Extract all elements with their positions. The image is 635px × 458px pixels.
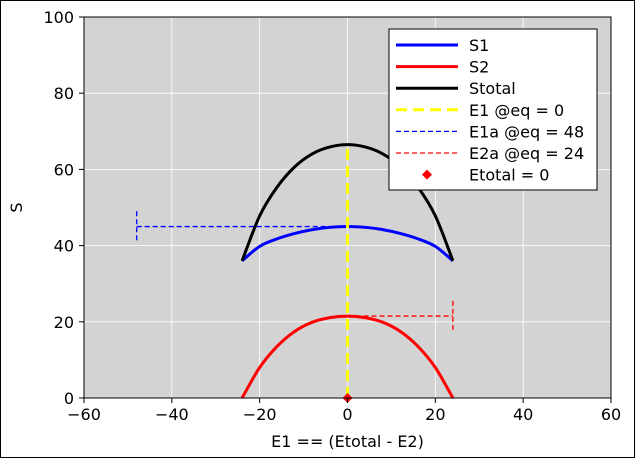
y-tick-label: 100 <box>43 8 74 27</box>
x-tick-label: 0 <box>342 405 352 424</box>
x-tick-label: −20 <box>243 405 277 424</box>
y-tick-label: 40 <box>54 237 74 256</box>
y-tick-label: 20 <box>54 313 74 332</box>
series-s2-line <box>240 314 455 399</box>
x-tick-label: −60 <box>67 405 101 424</box>
y-tick-label: 60 <box>54 160 74 179</box>
x-tick-label: 20 <box>425 405 445 424</box>
legend: S1 S2 Stotal E1 @eq = 0 E1a @eq = 48 E2a @eq … <box>388 28 598 191</box>
y-tick-label: 80 <box>54 84 74 103</box>
x-tick-label: 40 <box>513 405 533 424</box>
legend-label: E1 @eq = 0 <box>469 101 564 120</box>
legend-label: Stotal <box>469 79 516 98</box>
y-axis-ticks: 0 20 40 60 80 100 <box>43 8 84 408</box>
y-axis-title: S <box>7 202 26 212</box>
x-axis-title: E1 == (Etotal - E2) <box>271 432 424 451</box>
x-tick-label: 60 <box>601 405 621 424</box>
x-tick-label: −40 <box>155 405 189 424</box>
legend-swatch <box>422 169 432 180</box>
legend-label: S2 <box>469 58 489 77</box>
legend-label: S1 <box>469 36 489 55</box>
legend-label: Etotal = 0 <box>469 166 549 185</box>
legend-label: E2a @eq = 24 <box>469 144 584 163</box>
x-axis-ticks: −60 −40 −20 0 20 40 60 <box>67 398 621 424</box>
y-tick-label: 0 <box>64 389 74 408</box>
legend-label: E1a @eq = 48 <box>469 122 584 141</box>
